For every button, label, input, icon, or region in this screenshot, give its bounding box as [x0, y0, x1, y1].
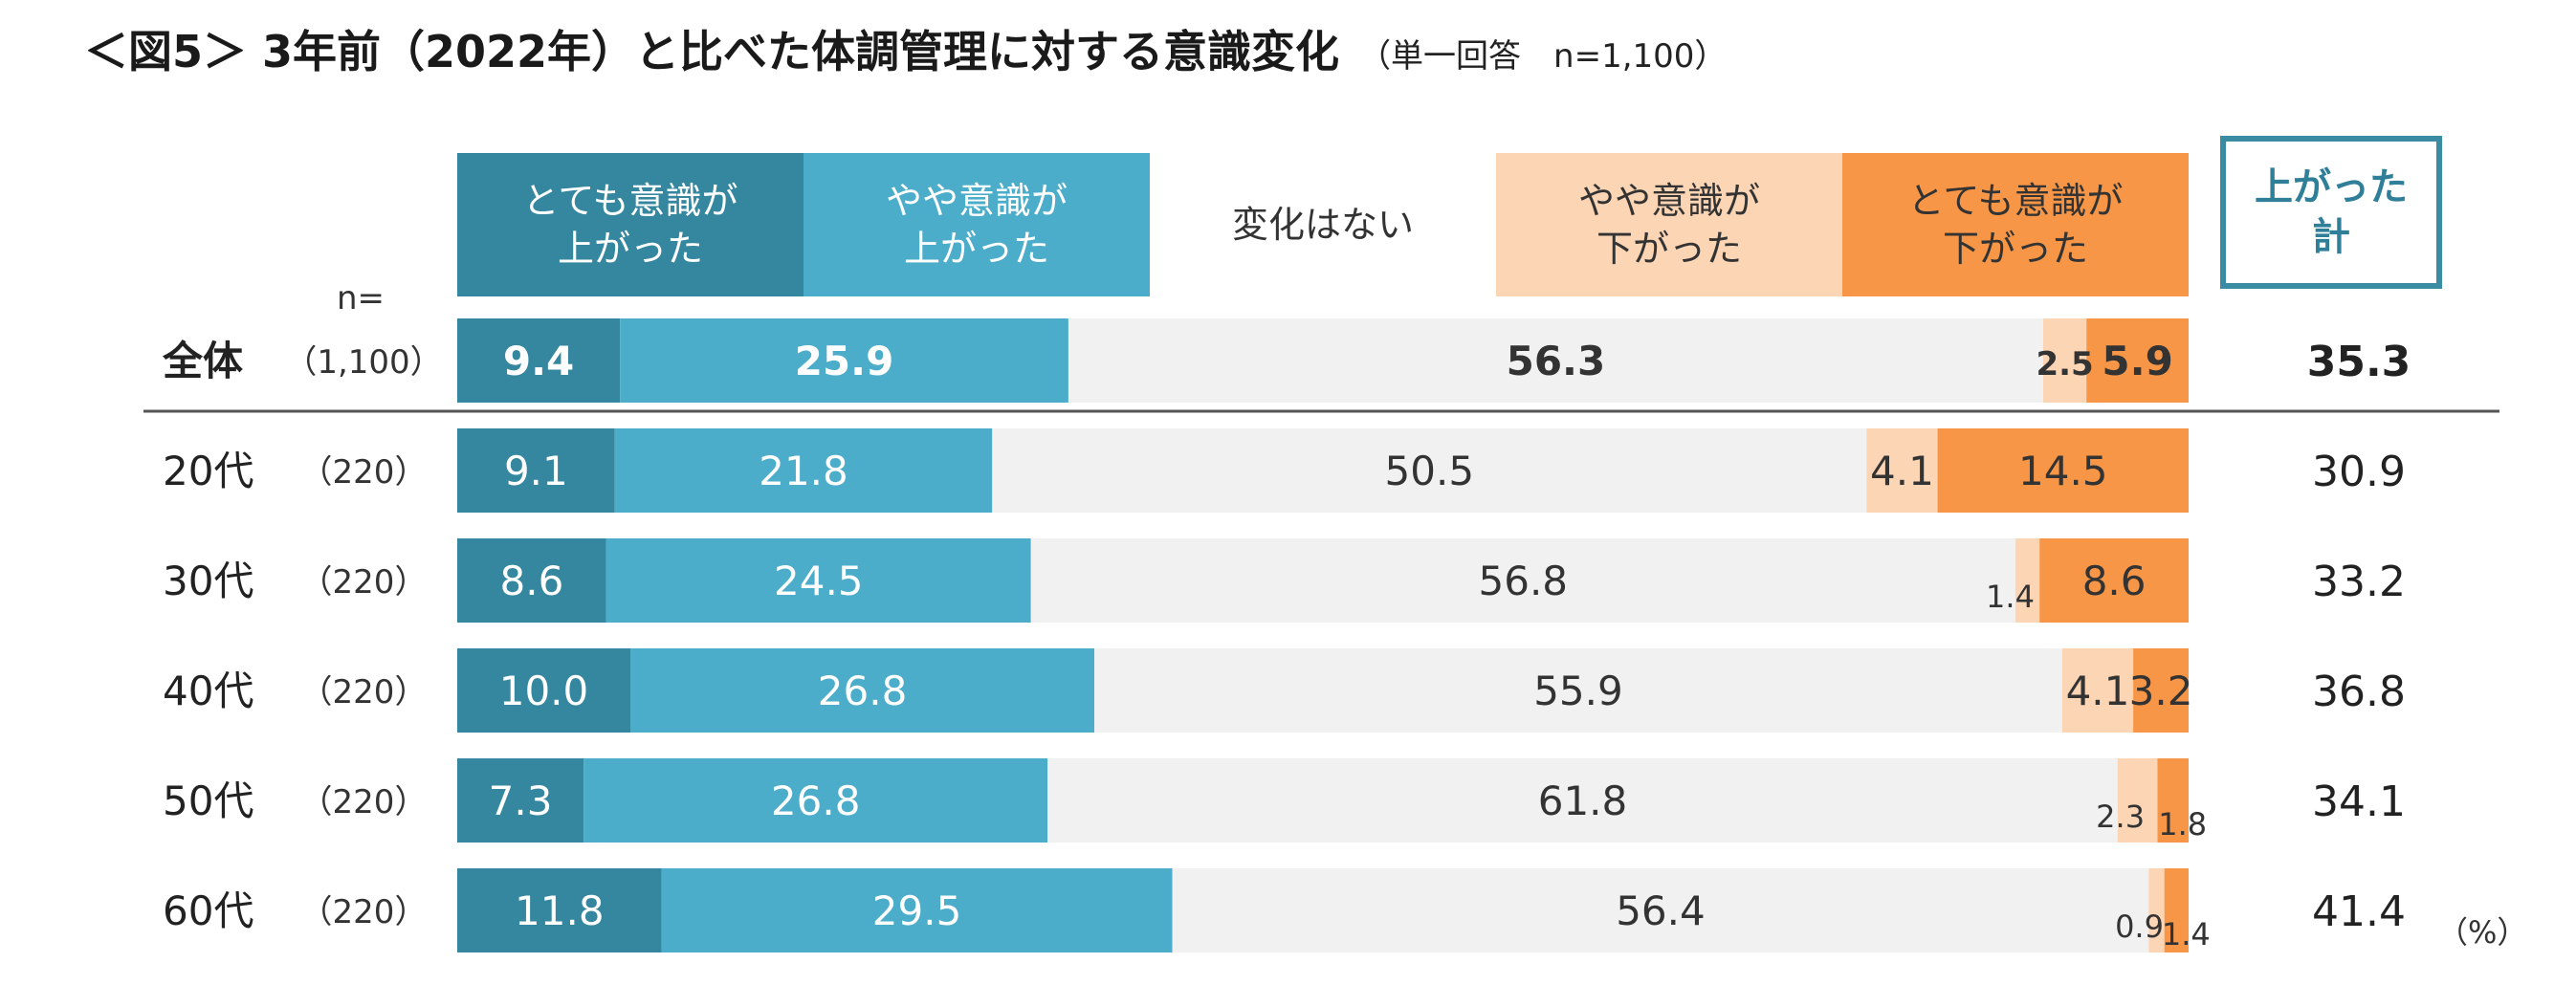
bar-segment-some-up: [605, 538, 1031, 623]
bar-segment-some-up: [661, 868, 1173, 952]
data-label-no-change: 55.9: [1533, 668, 1623, 714]
data-label-very-down: 1.8: [2158, 806, 2207, 843]
data-label-some-down: 1.4: [1986, 579, 2035, 615]
chart-title: ＜図5＞ 3年前（2022年）と比べた体調管理に対する意識変化 （単一回答 n=1…: [84, 17, 1727, 80]
bar-segment-some-down: [2042, 318, 2087, 403]
bar-segment-no-change: [1030, 538, 2015, 623]
legend-item-very-down: とても意識が 下がった: [1842, 153, 2189, 296]
bar-segment-very-up: [457, 428, 615, 513]
category-label: 50代: [163, 777, 253, 824]
data-label-some-down: 4.1: [1870, 448, 1934, 494]
n-count-label: （220）: [300, 673, 428, 711]
bar-segment-very-up: [457, 648, 630, 733]
data-label-no-change: 56.4: [1616, 887, 1706, 934]
bar-segment-some-up: [614, 428, 993, 513]
chart-subtitle: （単一回答 n=1,100）: [1358, 37, 1728, 76]
data-label-no-change: 56.8: [1479, 558, 1569, 604]
data-label-some-up: 21.8: [759, 448, 848, 494]
bar-segment-some-down: [2061, 648, 2134, 733]
data-label-no-change: 56.3: [1507, 338, 1606, 384]
bar-segment-some-down: [1866, 428, 1938, 513]
bar-segment-some-down: [2015, 538, 2040, 623]
data-label-some-up: 24.5: [774, 558, 864, 604]
bar-segment-very-down: [1937, 428, 2189, 513]
data-label-some-up: 29.5: [872, 887, 962, 934]
category-label: 60代: [163, 887, 253, 934]
chart-title-text: ＜図5＞ 3年前（2022年）と比べた体調管理に対する意識変化: [84, 26, 1340, 77]
bar-segment-no-change: [1068, 318, 2043, 403]
data-label-some-up: 25.9: [795, 338, 894, 384]
n-count-label: （1,100）: [284, 343, 442, 382]
data-label-very-down: 8.6: [2082, 558, 2147, 604]
bar-segment-very-down: [2039, 538, 2189, 623]
unit-label: （%）: [2437, 914, 2528, 951]
category-label: 20代: [163, 448, 253, 494]
bar-segment-some-up: [583, 758, 1048, 843]
data-label-some-up: 26.8: [771, 777, 861, 824]
data-label-very-down: 14.5: [2018, 448, 2108, 494]
data-label-very-down: 5.9: [2102, 338, 2172, 384]
category-label: 40代: [163, 668, 253, 714]
bar-segment-no-change: [992, 428, 1867, 513]
bar-segment-some-up: [630, 648, 1095, 733]
data-label-no-change: 50.5: [1385, 448, 1475, 494]
legend-item-some-down: やや意識が 下がった: [1496, 153, 1842, 296]
category-label: 全体: [162, 338, 243, 384]
total-value: 35.3: [2307, 338, 2411, 386]
legend-item-some-up: やや意識が 上がった: [804, 153, 1150, 296]
data-label-some-up: 26.8: [818, 668, 908, 714]
total-value: 34.1: [2312, 777, 2406, 826]
bar-segment-some-down: [2117, 758, 2158, 843]
bar-segment-very-up: [457, 318, 621, 403]
total-value: 33.2: [2312, 558, 2406, 606]
bar-segment-no-change: [1172, 868, 2149, 952]
bar-segment-very-up: [457, 538, 606, 623]
data-label-no-change: 61.8: [1538, 777, 1628, 824]
data-label-some-down: 2.5: [2036, 345, 2093, 383]
n-count-label: （220）: [300, 783, 428, 821]
data-label-very-up: 7.3: [489, 777, 553, 824]
n-label: n=: [337, 279, 385, 317]
data-label-very-up: 9.1: [504, 448, 568, 494]
n-count-label: （220）: [300, 563, 428, 602]
data-label-very-up: 10.0: [499, 668, 589, 714]
data-label-very-up: 9.4: [503, 338, 574, 384]
legend-item-no-change: 変化はない: [1231, 204, 1414, 246]
data-label-some-down: 0.9: [2115, 908, 2164, 945]
total-value: 30.9: [2312, 448, 2406, 496]
bar-segment-some-up: [620, 318, 1068, 403]
category-label: 30代: [163, 558, 253, 604]
total-value: 41.4: [2312, 887, 2406, 936]
data-label-very-down: 1.4: [2162, 916, 2211, 952]
bar-segment-very-down: [2157, 758, 2189, 843]
data-label-some-down: 4.1: [2066, 668, 2130, 714]
total-value: 36.8: [2312, 668, 2406, 716]
bar-segment-very-up: [457, 868, 662, 952]
data-label-very-up: 8.6: [500, 558, 564, 604]
data-label-some-down: 2.3: [2096, 799, 2145, 835]
bar-segment-some-down: [2148, 868, 2165, 952]
bar-segment-no-change: [1094, 648, 2062, 733]
n-count-label: （220）: [300, 453, 428, 492]
n-count-label: （220）: [300, 893, 428, 931]
bar-segment-no-change: [1047, 758, 2118, 843]
bar-segment-very-down: [2086, 318, 2189, 403]
total-header: 上がった 計: [2220, 136, 2442, 289]
bar-segment-very-down: [2133, 648, 2189, 733]
legend-item-very-up: とても意識が 上がった: [457, 153, 804, 296]
data-label-very-down: 3.2: [2129, 668, 2193, 714]
bar-segment-very-up: [457, 758, 584, 843]
bar-segment-very-down: [2164, 868, 2189, 952]
data-label-very-up: 11.8: [515, 887, 605, 934]
